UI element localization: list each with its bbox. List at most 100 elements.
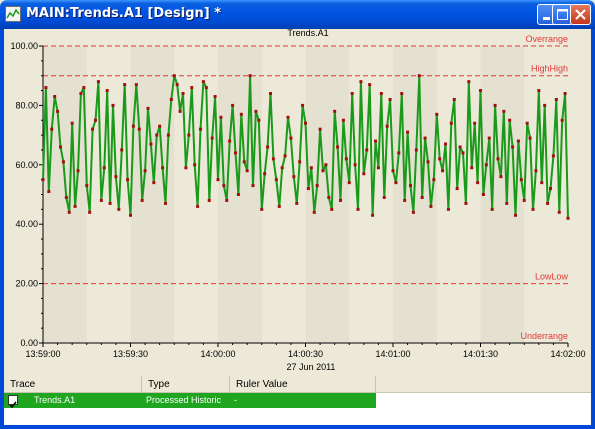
data-point — [269, 92, 272, 96]
type-column-header[interactable]: Type — [142, 376, 230, 393]
data-point — [423, 136, 427, 140]
y-tick-labels: 0.00 20.00 40.00 60.00 80.00 100.00 — [10, 41, 43, 348]
x-axis-date-label: 27 Jun 2011 — [287, 362, 336, 372]
data-point — [114, 175, 118, 179]
data-point — [53, 94, 57, 98]
x-tick-labels: 13:59:00 13:59:30 14:00:00 14:00:30 14:01:00… — [25, 343, 586, 359]
data-point — [131, 124, 135, 128]
data-point — [85, 184, 89, 188]
data-point — [557, 210, 561, 214]
data-point — [94, 118, 97, 122]
data-point — [111, 103, 115, 107]
data-point — [304, 121, 307, 125]
data-point — [64, 195, 68, 199]
data-point — [566, 216, 570, 220]
data-point — [339, 198, 342, 202]
data-point — [117, 207, 121, 211]
data-point — [327, 195, 331, 199]
data-point — [519, 178, 523, 182]
close-button[interactable] — [570, 4, 591, 25]
data-point — [137, 127, 141, 131]
data-point — [248, 74, 252, 78]
data-point — [193, 163, 197, 167]
data-point — [379, 92, 383, 96]
data-point — [47, 190, 51, 194]
data-point — [394, 181, 398, 185]
window-title: MAIN:Trends.A1 [Design] * — [26, 6, 222, 21]
data-point — [274, 178, 278, 182]
trace-visible-checkbox[interactable] — [8, 395, 18, 409]
y-tick-label: 20.00 — [15, 279, 38, 289]
y-tick-label: 40.00 — [15, 219, 38, 229]
data-point — [432, 178, 436, 182]
data-point — [429, 204, 433, 208]
data-point — [446, 207, 450, 211]
data-point — [216, 178, 220, 182]
data-point — [271, 157, 275, 161]
data-point — [295, 201, 299, 205]
trend-chart[interactable]: Overrange HighHigh LowLow Underrange 0.00 20… — [4, 29, 591, 376]
data-point — [473, 121, 477, 125]
trace-column-header[interactable]: Trace — [4, 376, 142, 393]
data-point — [336, 145, 340, 149]
data-point — [318, 127, 322, 131]
data-point — [309, 166, 313, 170]
trend-chart-area[interactable]: Overrange HighHigh LowLow Underrange 0.00 20… — [4, 29, 591, 376]
data-point — [99, 198, 103, 202]
data-point — [461, 151, 465, 155]
data-point — [324, 163, 328, 167]
data-point — [164, 201, 167, 205]
data-point — [388, 97, 392, 101]
data-point — [82, 86, 86, 90]
data-point — [251, 184, 255, 188]
title-bar[interactable]: MAIN:Trends.A1 [Design] * — [0, 0, 595, 29]
data-point — [362, 172, 366, 176]
data-point — [444, 142, 447, 146]
data-point — [301, 103, 305, 107]
ruler-value-column-header[interactable]: Ruler Value — [230, 376, 376, 393]
header-filler — [376, 376, 591, 393]
data-point — [484, 163, 488, 167]
table-row[interactable]: Trends.A1 Processed Historic - — [4, 393, 376, 409]
data-point — [120, 148, 124, 152]
data-point — [502, 109, 506, 113]
data-point — [481, 193, 485, 196]
data-point — [464, 201, 468, 205]
data-point — [204, 86, 208, 90]
data-point — [409, 184, 412, 188]
data-point — [190, 86, 194, 90]
data-point — [563, 92, 567, 96]
data-point — [199, 127, 202, 131]
data-point — [374, 139, 377, 143]
y-tick-label: 0.00 — [20, 338, 38, 348]
data-point — [155, 133, 159, 137]
data-point — [400, 92, 404, 96]
data-point — [149, 142, 153, 146]
data-point — [263, 172, 267, 176]
data-point — [534, 169, 538, 173]
data-point — [123, 83, 127, 87]
data-point — [152, 181, 156, 185]
data-point — [207, 198, 211, 202]
data-point — [508, 118, 512, 122]
chart-title: Trends.A1 — [287, 29, 328, 38]
data-point — [213, 94, 217, 98]
data-point — [452, 97, 456, 101]
data-point — [525, 121, 529, 125]
data-point — [41, 178, 45, 182]
data-point — [260, 207, 264, 211]
data-point — [257, 118, 261, 122]
data-point — [549, 187, 552, 191]
limit-label: Underrange — [520, 331, 568, 341]
data-point — [201, 80, 205, 84]
data-point — [76, 169, 80, 173]
data-point — [266, 145, 270, 149]
data-point — [438, 157, 442, 161]
data-point — [376, 166, 380, 170]
x-tick-label: 14:01:30 — [463, 349, 498, 359]
data-point — [397, 151, 401, 155]
data-point — [543, 103, 547, 107]
data-point — [356, 207, 360, 211]
data-point — [496, 157, 500, 161]
